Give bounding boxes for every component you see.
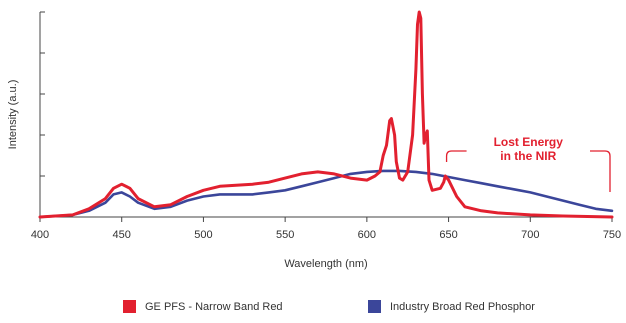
annotation-text-line-2: in the NIR bbox=[500, 149, 556, 163]
x-tick-label: 450 bbox=[113, 229, 131, 241]
x-tick-label: 400 bbox=[31, 229, 49, 241]
x-tick-label: 500 bbox=[194, 229, 212, 241]
legend-item-industry-broad: Industry Broad Red Phosphor bbox=[368, 300, 535, 313]
x-tick-label: 700 bbox=[521, 229, 539, 241]
series-line-ge-pfs bbox=[38, 10, 614, 219]
series-layer bbox=[38, 10, 614, 219]
chart-axes: 400 450 500 550 600 650 700 750 bbox=[31, 11, 621, 241]
annotation-text-line-1: Lost Energy bbox=[494, 135, 564, 149]
x-axis-label: Wavelength (nm) bbox=[284, 258, 367, 270]
legend-label-ge-pfs: GE PFS - Narrow Band Red bbox=[145, 300, 283, 313]
legend-label-industry-broad: Industry Broad Red Phosphor bbox=[390, 300, 535, 313]
legend-swatch-ge-pfs bbox=[123, 300, 136, 313]
annotation-bracket bbox=[445, 150, 611, 192]
x-tick-label: 600 bbox=[358, 229, 376, 241]
x-tick-label: 650 bbox=[439, 229, 457, 241]
legend-item-ge-pfs: GE PFS - Narrow Band Red bbox=[123, 300, 283, 313]
y-axis-label: Intensity (a.u.) bbox=[7, 80, 19, 150]
annotation: Lost Energy in the NIR bbox=[445, 135, 611, 192]
x-tick-label: 550 bbox=[276, 229, 294, 241]
x-tick-label: 750 bbox=[603, 229, 621, 241]
legend-swatch-industry-broad bbox=[368, 300, 381, 313]
series-line-industry-broad bbox=[38, 169, 614, 219]
